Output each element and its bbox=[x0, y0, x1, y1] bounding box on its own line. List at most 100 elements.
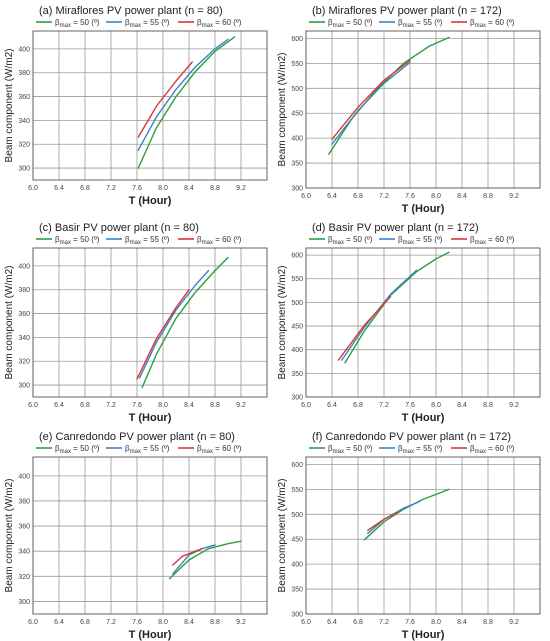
legend-label: βmax = 50 (º) bbox=[328, 18, 373, 29]
chart-panel-c: (c) Basir PV power plant (n = 80)βmax = … bbox=[4, 222, 268, 424]
series-line-beta-50 bbox=[344, 251, 450, 364]
x-tick-label: 7.6 bbox=[405, 619, 415, 626]
chart-title: (c) Basir PV power plant (n = 80) bbox=[39, 222, 199, 234]
x-tick-label: 8.8 bbox=[483, 193, 493, 200]
x-tick-label: 7.2 bbox=[379, 619, 389, 626]
y-axis-label: Beam component (W/m2) bbox=[4, 49, 15, 163]
y-tick-label: 450 bbox=[291, 324, 303, 331]
x-tick-label: 6.8 bbox=[80, 619, 90, 626]
chart-title: (b) Miraflores PV power plant (n = 172) bbox=[312, 5, 502, 17]
y-tick-label: 400 bbox=[18, 263, 30, 270]
y-tick-label: 550 bbox=[291, 61, 303, 68]
series-line-beta-60 bbox=[137, 61, 193, 138]
y-tick-label: 380 bbox=[18, 498, 30, 505]
x-tick-label: 8.0 bbox=[158, 402, 168, 409]
y-tick-label: 300 bbox=[291, 612, 303, 619]
y-tick-label: 300 bbox=[18, 166, 30, 173]
y-tick-label: 360 bbox=[18, 94, 30, 101]
series-line-beta-50 bbox=[363, 488, 450, 541]
plot-frame bbox=[32, 456, 268, 615]
plot-frame bbox=[32, 247, 268, 398]
y-tick-label: 320 bbox=[18, 142, 30, 149]
plot-frame bbox=[305, 30, 541, 189]
y-axis-label: Beam component (W/m2) bbox=[277, 53, 288, 167]
y-tick-label: 360 bbox=[18, 311, 30, 318]
x-axis-label: T (Hour) bbox=[402, 203, 445, 215]
y-tick-label: 400 bbox=[291, 347, 303, 354]
x-axis-label: T (Hour) bbox=[129, 195, 172, 207]
legend-label: βmax = 60 (º) bbox=[470, 235, 515, 246]
y-axis-label: Beam component (W/m2) bbox=[277, 479, 288, 593]
x-tick-label: 6.4 bbox=[327, 402, 337, 409]
y-axis-label: Beam component (W/m2) bbox=[4, 266, 15, 380]
y-tick-label: 500 bbox=[291, 512, 303, 519]
series-line-beta-50 bbox=[328, 36, 450, 155]
series-line-beta-55 bbox=[138, 269, 210, 379]
x-tick-label: 6.4 bbox=[54, 402, 64, 409]
y-tick-label: 500 bbox=[291, 86, 303, 93]
y-tick-label: 320 bbox=[18, 359, 30, 366]
y-tick-label: 350 bbox=[291, 371, 303, 378]
x-tick-label: 8.4 bbox=[457, 193, 467, 200]
y-tick-label: 550 bbox=[291, 276, 303, 283]
x-tick-label: 7.6 bbox=[132, 619, 142, 626]
x-tick-label: 8.4 bbox=[457, 402, 467, 409]
x-tick-label: 9.2 bbox=[509, 193, 519, 200]
x-tick-label: 6.0 bbox=[301, 619, 311, 626]
legend-label: βmax = 55 (º) bbox=[125, 235, 170, 246]
grid-lines bbox=[305, 457, 540, 615]
plot-frame bbox=[305, 247, 541, 398]
y-tick-label: 360 bbox=[18, 524, 30, 531]
x-tick-label: 8.8 bbox=[210, 402, 220, 409]
x-axis-label: T (Hour) bbox=[402, 629, 445, 641]
legend: βmax = 50 (º) βmax = 55 (º) βmax = 60 (º) bbox=[309, 235, 515, 246]
y-tick-label: 600 bbox=[291, 36, 303, 43]
chart-panel-e: (e) Canredondo PV power plant (n = 80)βm… bbox=[4, 431, 268, 641]
legend-label: βmax = 55 (º) bbox=[398, 235, 443, 246]
x-tick-label: 6.4 bbox=[327, 619, 337, 626]
chart-panel-f: (f) Canredondo PV power plant (n = 172)β… bbox=[277, 431, 541, 641]
x-tick-label: 8.8 bbox=[210, 619, 220, 626]
x-tick-label: 6.8 bbox=[80, 402, 90, 409]
y-tick-label: 300 bbox=[18, 599, 30, 606]
x-tick-label: 6.0 bbox=[28, 619, 38, 626]
legend: βmax = 50 (º) βmax = 55 (º) βmax = 60 (º) bbox=[36, 18, 242, 29]
y-tick-label: 450 bbox=[291, 537, 303, 544]
y-tick-label: 350 bbox=[291, 161, 303, 168]
grid-lines bbox=[305, 31, 540, 189]
x-tick-label: 9.2 bbox=[509, 402, 519, 409]
series-line-beta-60 bbox=[136, 289, 190, 380]
y-tick-label: 450 bbox=[291, 111, 303, 118]
x-tick-label: 8.0 bbox=[158, 619, 168, 626]
x-tick-label: 8.0 bbox=[158, 185, 168, 192]
series-line-beta-60 bbox=[172, 548, 203, 566]
legend: βmax = 50 (º) βmax = 55 (º) βmax = 60 (º) bbox=[36, 235, 242, 246]
grid-lines bbox=[32, 31, 267, 180]
x-tick-label: 8.8 bbox=[483, 619, 493, 626]
x-tick-label: 8.4 bbox=[457, 619, 467, 626]
x-tick-label: 6.4 bbox=[327, 193, 337, 200]
y-tick-label: 380 bbox=[18, 287, 30, 294]
x-axis-label: T (Hour) bbox=[129, 412, 172, 424]
x-tick-label: 8.8 bbox=[483, 402, 493, 409]
y-tick-label: 320 bbox=[18, 574, 30, 581]
x-tick-label: 6.8 bbox=[353, 402, 363, 409]
x-tick-label: 7.6 bbox=[132, 402, 142, 409]
legend-label: βmax = 50 (º) bbox=[55, 444, 100, 455]
y-tick-label: 300 bbox=[18, 383, 30, 390]
y-tick-label: 300 bbox=[291, 186, 303, 193]
legend-label: βmax = 50 (º) bbox=[328, 235, 373, 246]
legend-label: βmax = 50 (º) bbox=[55, 235, 100, 246]
y-tick-label: 350 bbox=[291, 587, 303, 594]
legend-label: βmax = 55 (º) bbox=[398, 444, 443, 455]
y-axis-label: Beam component (W/m2) bbox=[4, 479, 15, 593]
grid-lines bbox=[32, 457, 267, 614]
y-tick-label: 300 bbox=[291, 395, 303, 402]
chart-panel-d: (d) Basir PV power plant (n = 172)βmax =… bbox=[277, 222, 541, 424]
series-line-beta-55 bbox=[331, 61, 411, 145]
x-tick-label: 6.8 bbox=[80, 185, 90, 192]
y-tick-label: 600 bbox=[291, 462, 303, 469]
x-tick-label: 6.4 bbox=[54, 619, 64, 626]
x-tick-label: 8.0 bbox=[431, 619, 441, 626]
